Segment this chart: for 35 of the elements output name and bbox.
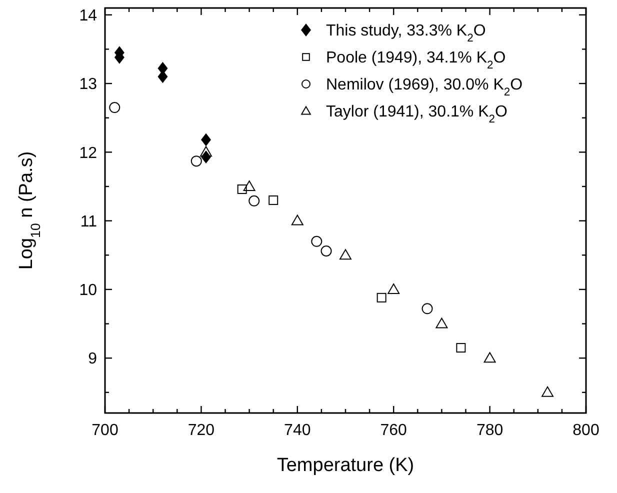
x-tick-label: 720 <box>188 422 215 439</box>
x-tick-label: 800 <box>572 422 600 439</box>
x-tick-label: 780 <box>476 422 504 439</box>
point <box>268 195 278 205</box>
y-tick-label: 12 <box>79 144 98 162</box>
point <box>248 195 260 206</box>
point <box>484 352 496 363</box>
point <box>190 156 202 167</box>
legend-label: Poole (1949), 34.1% K$_{2}$O <box>326 50 506 72</box>
y-tick-label: 13 <box>79 76 98 94</box>
point <box>291 214 304 226</box>
point <box>456 343 466 353</box>
x-axis-title: Temperature (K) <box>276 455 414 476</box>
y-tick-label: 10 <box>79 282 98 300</box>
point <box>243 180 256 191</box>
y-tick-label: 9 <box>88 350 98 368</box>
point <box>340 249 352 260</box>
x-tick-label: 740 <box>284 422 311 439</box>
point <box>201 133 212 146</box>
legend-label: Taylor (1941), 30.1% K$_{2}$O <box>326 104 508 126</box>
point <box>200 146 212 157</box>
y-tick-label: 14 <box>79 7 98 24</box>
point <box>542 386 554 397</box>
legend-label: This study, 33.3% K$_{2}$O <box>326 22 486 45</box>
x-tick-label: 760 <box>380 422 408 439</box>
point <box>311 236 322 247</box>
point <box>109 102 120 114</box>
point <box>422 303 433 314</box>
y-tick-label: 11 <box>80 213 98 230</box>
point <box>376 292 386 302</box>
legend-label: Nemilov (1969), 30.0% K$_{2}$O <box>326 76 523 99</box>
point <box>436 318 448 328</box>
x-tick-label: 700 <box>92 422 118 439</box>
point <box>388 283 400 294</box>
point <box>320 246 332 256</box>
